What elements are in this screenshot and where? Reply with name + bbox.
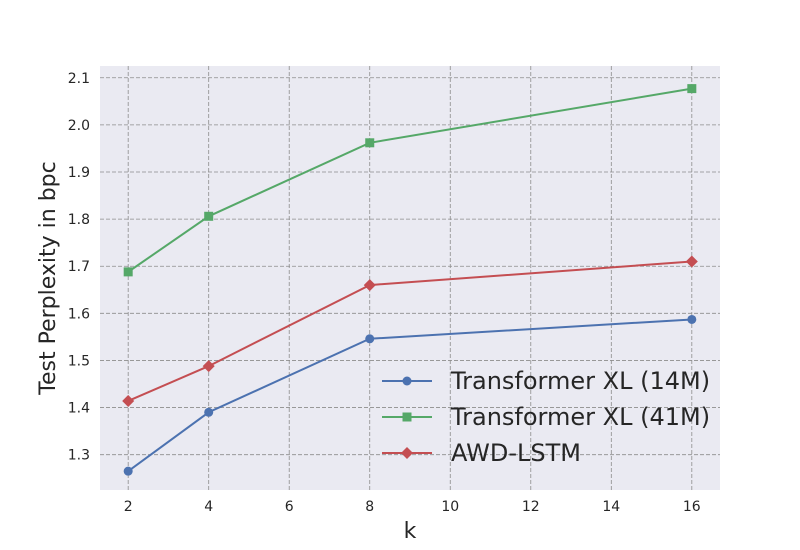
series-layer <box>122 84 698 476</box>
data-point <box>204 211 214 221</box>
x-axis-label: k <box>404 519 417 544</box>
data-point <box>123 466 133 476</box>
x-tick-label: 16 <box>683 499 701 515</box>
legend-label: Transformer XL (14M) <box>450 367 710 395</box>
legend-label: AWD-LSTM <box>451 439 581 467</box>
data-point <box>401 447 413 459</box>
y-tick-label: 2.1 <box>68 71 90 87</box>
data-point <box>687 314 697 324</box>
y-tick-label: 1.6 <box>68 306 90 322</box>
data-point <box>202 360 215 373</box>
x-tick-label: 12 <box>522 499 540 515</box>
y-axis-label: Test Perplexity in bpc <box>36 161 61 395</box>
data-point <box>123 267 133 277</box>
data-point <box>687 84 697 94</box>
data-point <box>365 138 375 148</box>
y-tick-label: 1.9 <box>68 165 90 181</box>
data-point <box>402 412 412 422</box>
y-tick-label: 1.7 <box>68 259 90 275</box>
y-tick-label: 2.0 <box>68 118 90 134</box>
data-point <box>122 394 135 407</box>
y-tick-label: 1.3 <box>68 448 90 464</box>
legend-label: Transformer XL (41M) <box>450 403 710 431</box>
data-point <box>363 279 376 292</box>
x-tick-label: 14 <box>602 499 620 515</box>
series-line <box>127 318 692 472</box>
series-line <box>127 87 692 273</box>
series-1 <box>123 314 697 476</box>
y-tick-label: 1.5 <box>68 353 90 369</box>
x-tick-label: 4 <box>204 499 213 515</box>
x-tick-label: 10 <box>441 499 459 515</box>
y-tick-label: 1.8 <box>68 212 90 228</box>
x-tick-label: 8 <box>365 499 374 515</box>
grid-lines <box>100 66 720 490</box>
data-point <box>402 376 412 386</box>
legend-entry: Transformer XL (41M) <box>382 403 710 431</box>
data-point <box>365 334 375 344</box>
legend-entry: Transformer XL (14M) <box>382 367 710 395</box>
series-3 <box>122 255 698 407</box>
series-line <box>127 260 692 402</box>
x-tick-label: 2 <box>124 499 133 515</box>
data-point <box>204 407 214 417</box>
legend: Transformer XL (14M) Transformer XL (41M)… <box>382 367 710 467</box>
x-tick-labels: 2 4 6 8 10 12 14 16 <box>124 499 701 515</box>
legend-entry: AWD-LSTM <box>382 439 581 467</box>
series-2 <box>123 84 697 277</box>
x-tick-label: 6 <box>285 499 294 515</box>
y-tick-labels: 1.3 1.4 1.5 1.6 1.7 1.8 1.9 2.0 2.1 <box>68 71 90 464</box>
y-tick-label: 1.4 <box>68 401 90 417</box>
data-point <box>685 255 698 268</box>
